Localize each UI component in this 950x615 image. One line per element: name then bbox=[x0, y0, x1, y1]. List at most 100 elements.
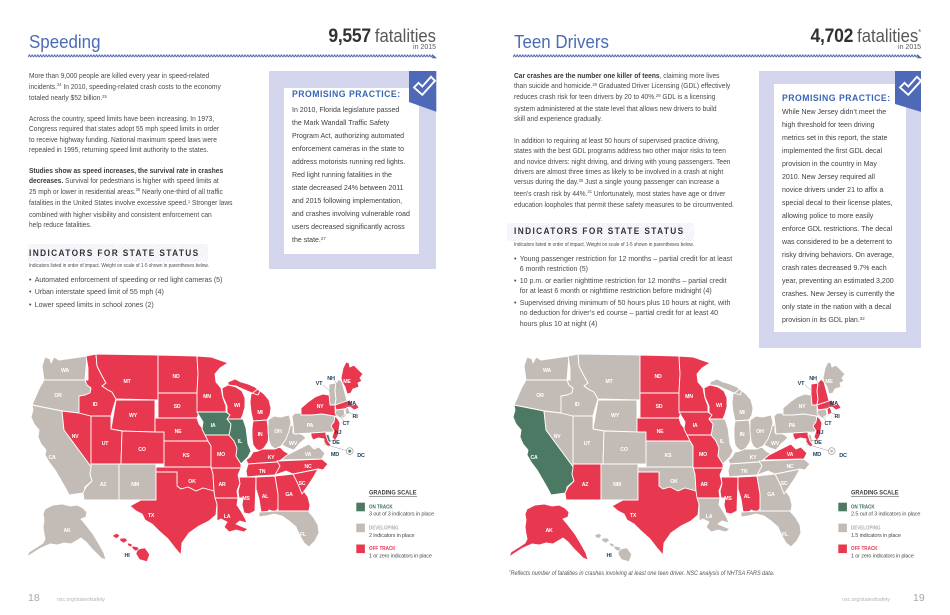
svg-text:SC: SC bbox=[299, 481, 306, 487]
svg-text:TN: TN bbox=[741, 469, 748, 475]
svg-text:IN: IN bbox=[258, 432, 263, 438]
svg-text:HI: HI bbox=[606, 553, 612, 559]
svg-text:1 or zero indicators in place: 1 or zero indicators in place bbox=[851, 553, 914, 559]
svg-text:GA: GA bbox=[767, 492, 775, 498]
svg-text:MN: MN bbox=[203, 394, 211, 400]
svg-text:IL: IL bbox=[720, 439, 725, 445]
svg-text:MO: MO bbox=[217, 452, 225, 458]
svg-text:ND: ND bbox=[172, 374, 180, 380]
svg-text:MT: MT bbox=[605, 379, 613, 385]
svg-text:DEVELOPING: DEVELOPING bbox=[851, 525, 881, 531]
svg-text:WA: WA bbox=[61, 368, 69, 374]
svg-text:VT: VT bbox=[798, 381, 805, 387]
svg-text:NC: NC bbox=[786, 464, 794, 470]
svg-text:MA: MA bbox=[830, 401, 838, 407]
svg-text:OK: OK bbox=[188, 479, 196, 485]
svg-text:MS: MS bbox=[242, 496, 250, 502]
svg-text:CO: CO bbox=[138, 447, 146, 453]
svg-text:WI: WI bbox=[234, 403, 241, 409]
svg-text:AR: AR bbox=[218, 482, 226, 488]
svg-text:PA: PA bbox=[789, 423, 796, 429]
svg-text:NC: NC bbox=[304, 464, 312, 470]
svg-text:KS: KS bbox=[183, 453, 191, 459]
svg-text:TX: TX bbox=[148, 513, 155, 519]
svg-text:2 indicators in place: 2 indicators in place bbox=[369, 533, 415, 539]
svg-text:NE: NE bbox=[175, 429, 183, 435]
svg-text:RI: RI bbox=[352, 414, 358, 420]
svg-text:OFF TRACK: OFF TRACK bbox=[369, 546, 396, 552]
svg-text:MS: MS bbox=[724, 496, 732, 502]
svg-text:IA: IA bbox=[693, 423, 698, 429]
svg-text:MI: MI bbox=[739, 410, 745, 416]
svg-text:MN: MN bbox=[685, 394, 693, 400]
svg-text:3 out of 3 indicators in place: 3 out of 3 indicators in place bbox=[369, 512, 434, 518]
svg-text:AK: AK bbox=[545, 528, 553, 534]
svg-text:AL: AL bbox=[744, 494, 752, 500]
svg-text:OH: OH bbox=[756, 429, 764, 435]
svg-text:ON TRACK: ON TRACK bbox=[369, 504, 393, 510]
svg-text:HI: HI bbox=[124, 553, 130, 559]
svg-text:MA: MA bbox=[348, 401, 356, 407]
svg-text:OFF TRACK: OFF TRACK bbox=[851, 546, 878, 552]
svg-text:CT: CT bbox=[825, 421, 833, 427]
svg-text:NM: NM bbox=[131, 482, 139, 488]
svg-text:UT: UT bbox=[102, 441, 110, 447]
svg-text:NJ: NJ bbox=[335, 430, 342, 436]
svg-text:LA: LA bbox=[224, 514, 231, 520]
svg-text:2.5 out of 3 indicators in pla: 2.5 out of 3 indicators in place bbox=[851, 512, 920, 518]
svg-text:SC: SC bbox=[781, 481, 788, 487]
svg-text:OH: OH bbox=[274, 429, 282, 435]
svg-text:IN: IN bbox=[740, 432, 745, 438]
svg-text:NE: NE bbox=[657, 429, 665, 435]
svg-text:1.5 indicators in place: 1.5 indicators in place bbox=[851, 533, 901, 539]
svg-text:ND: ND bbox=[654, 374, 662, 380]
svg-text:ME: ME bbox=[825, 379, 833, 385]
svg-text:PA: PA bbox=[307, 423, 314, 429]
svg-text:SD: SD bbox=[174, 404, 181, 410]
svg-text:KY: KY bbox=[268, 455, 276, 461]
svg-text:OR: OR bbox=[54, 393, 62, 399]
svg-text:MI: MI bbox=[257, 410, 263, 416]
svg-text:SD: SD bbox=[656, 404, 663, 410]
svg-text:NJ: NJ bbox=[817, 430, 824, 436]
svg-text:AZ: AZ bbox=[100, 482, 108, 488]
svg-text:CA: CA bbox=[48, 455, 56, 461]
svg-text:ME: ME bbox=[343, 379, 351, 385]
svg-text:TX: TX bbox=[630, 513, 637, 519]
svg-text:WV: WV bbox=[771, 441, 780, 447]
svg-text:DE: DE bbox=[814, 440, 822, 446]
svg-text:KS: KS bbox=[665, 453, 673, 459]
svg-text:GRADING SCALE: GRADING SCALE bbox=[369, 491, 417, 497]
svg-text:UT: UT bbox=[584, 441, 592, 447]
svg-text:DE: DE bbox=[332, 440, 340, 446]
svg-text:MO: MO bbox=[699, 452, 707, 458]
svg-text:GA: GA bbox=[285, 492, 293, 498]
svg-text:MT: MT bbox=[123, 379, 131, 385]
svg-text:DC: DC bbox=[839, 453, 847, 459]
svg-text:WV: WV bbox=[289, 441, 298, 447]
svg-text:CA: CA bbox=[530, 455, 538, 461]
svg-text:DC: DC bbox=[357, 453, 365, 459]
svg-text:NH: NH bbox=[327, 376, 335, 382]
svg-text:NM: NM bbox=[613, 482, 621, 488]
svg-text:FL: FL bbox=[300, 532, 307, 538]
svg-text:AZ: AZ bbox=[582, 482, 590, 488]
svg-text:KY: KY bbox=[750, 455, 758, 461]
svg-text:GRADING SCALE: GRADING SCALE bbox=[851, 491, 899, 497]
svg-text:CO: CO bbox=[620, 447, 628, 453]
svg-text:NV: NV bbox=[554, 434, 562, 440]
svg-text:MD: MD bbox=[813, 452, 821, 458]
svg-text:LA: LA bbox=[706, 514, 713, 520]
svg-text:WY: WY bbox=[611, 413, 620, 419]
svg-text:NY: NY bbox=[317, 404, 325, 410]
svg-text:MD: MD bbox=[331, 452, 339, 458]
svg-text:VT: VT bbox=[316, 381, 323, 387]
svg-text:AK: AK bbox=[63, 528, 71, 534]
svg-text:NY: NY bbox=[799, 404, 807, 410]
svg-text:NH: NH bbox=[809, 376, 817, 382]
svg-text:ID: ID bbox=[93, 402, 98, 408]
svg-text:AL: AL bbox=[262, 494, 270, 500]
svg-text:IL: IL bbox=[238, 439, 243, 445]
svg-text:NV: NV bbox=[72, 434, 80, 440]
svg-text:WY: WY bbox=[129, 413, 138, 419]
